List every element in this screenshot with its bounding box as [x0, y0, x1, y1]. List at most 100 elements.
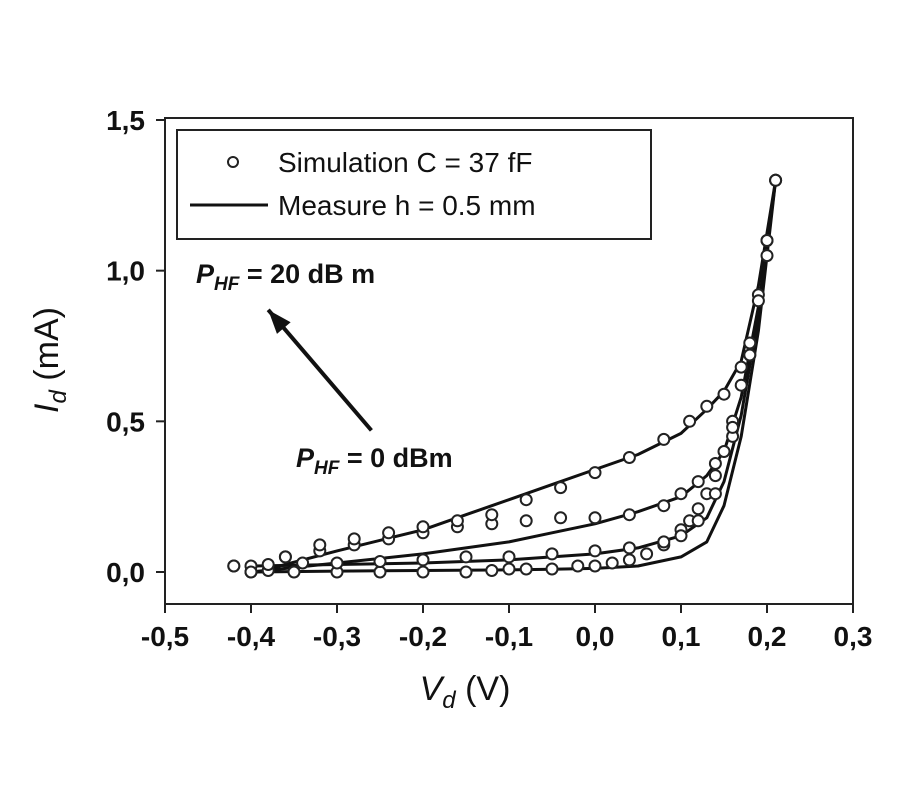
simulation-point: [330, 556, 344, 570]
simulation-point: [760, 234, 774, 247]
x-axis-title-sub: d: [442, 687, 456, 714]
simulation-point: [296, 556, 310, 570]
x-axis-title-unit: (V): [465, 670, 510, 708]
annotation-p-low-sub: HF: [314, 458, 341, 479]
simulation-point: [674, 529, 688, 543]
x-tick-label: -0,4: [227, 621, 276, 652]
simulation-point: [459, 550, 473, 564]
legend-entry-measure: Measure h = 0.5 mm: [278, 190, 536, 221]
annotation-p-low: PHF = 0 dBm: [296, 443, 453, 479]
simulation-point: [588, 544, 602, 558]
simulation-point: [751, 294, 765, 308]
simulation-point: [734, 360, 748, 374]
simulation-point: [674, 487, 688, 501]
simulation-point: [278, 550, 292, 564]
annotation-p-high-rest: = 20 dB m: [239, 259, 375, 289]
annotation-p-high-main: P: [196, 259, 215, 289]
y-tick-label: 0,0: [106, 557, 145, 588]
simulation-point: [708, 457, 722, 470]
simulation-point: [622, 508, 636, 522]
y-axis-title-main: I: [28, 403, 66, 413]
power-arrow-shaft: [266, 308, 373, 432]
simulation-point: [743, 336, 757, 350]
simulation-point: [640, 547, 654, 561]
simulation-point: [519, 493, 533, 507]
y-axis-title: Id (mA): [28, 307, 72, 413]
y-tick-label: 1,5: [106, 105, 145, 136]
simulation-point: [519, 562, 533, 576]
simulation-point: [760, 249, 774, 263]
legend-entry-simulation: Simulation C = 37 fF: [278, 147, 532, 178]
simulation-point: [588, 511, 602, 525]
simulation-point: [244, 565, 258, 579]
simulation-point: [691, 514, 705, 528]
simulation-point: [227, 559, 241, 573]
simulation-point: [485, 508, 499, 522]
annotation-p-high-sub: HF: [214, 274, 241, 295]
simulation-point: [588, 559, 602, 573]
x-tick-label: -0,2: [399, 621, 447, 652]
x-axis-title-space: [456, 670, 465, 708]
x-tick-label: 0,3: [834, 621, 873, 652]
simulation-point: [743, 348, 757, 362]
simulation-point: [657, 432, 671, 446]
simulation-point: [691, 502, 705, 516]
simulation-point: [605, 556, 619, 570]
simulation-point: [657, 499, 671, 513]
simulation-point: [545, 562, 559, 576]
simulation-point: [622, 451, 636, 464]
annotation-p-high: PHF = 20 dB m: [196, 259, 375, 295]
legend: Simulation C = 37 fF Measure h = 0.5 mm: [176, 129, 652, 240]
y-axis-title-unit: (mA): [28, 307, 66, 381]
y-axis-title-space: [28, 381, 66, 390]
x-axis-title: Vd (V): [420, 670, 511, 714]
y-axis-title-sub: d: [45, 390, 72, 404]
simulation-point: [502, 550, 516, 564]
simulation-point: [416, 565, 430, 579]
simulation-point: [485, 564, 499, 577]
legend-box: [176, 129, 652, 240]
simulation-point: [588, 466, 602, 480]
power-arrow-head: [268, 309, 291, 334]
x-axis-title-main: V: [420, 670, 446, 708]
x-tick-label: 0,0: [576, 621, 615, 652]
x-tick-label: 0,1: [662, 621, 701, 652]
simulation-point: [554, 511, 568, 525]
simulation-point: [622, 553, 636, 567]
simulation-point: [416, 520, 430, 534]
simulation-point: [347, 532, 361, 546]
annotation-p-low-main: P: [296, 443, 315, 473]
simulation-point: [519, 514, 533, 528]
simulation-point: [373, 565, 387, 579]
simulation-point: [700, 399, 714, 413]
simulation-point: [502, 562, 516, 576]
markers-layer: [227, 173, 783, 579]
simulation-point: [416, 553, 430, 567]
simulation-point: [382, 526, 396, 540]
simulation-point: [734, 378, 748, 392]
simulation-point: [545, 547, 559, 561]
x-tick-label: 0,2: [748, 621, 787, 652]
x-tick-label: -0,3: [313, 621, 361, 652]
simulation-point: [708, 469, 722, 483]
simulation-point: [683, 414, 697, 428]
simulation-point: [657, 535, 671, 549]
simulation-point: [313, 538, 327, 552]
simulation-point: [717, 445, 731, 458]
simulation-point: [287, 565, 301, 579]
y-tick-label: 1,0: [106, 256, 145, 287]
simulation-point: [769, 173, 783, 187]
simulation-point: [708, 487, 722, 501]
simulation-point: [373, 555, 387, 568]
simulation-point: [571, 559, 585, 573]
simulation-point: [261, 558, 275, 571]
arrow-layer: [266, 308, 373, 432]
simulation-point: [691, 475, 705, 489]
y-tick-label: 0,5: [106, 406, 145, 437]
ticks-layer: -0,5 -0,4 -0,3 -0,2 -0,1 0,0 0,1 0,2 0,3 0,0 0,5 1,…: [106, 105, 872, 652]
legend-circle-marker: [227, 156, 239, 168]
simulation-point: [622, 541, 636, 555]
simulation-point: [726, 420, 740, 434]
simulation-point: [717, 387, 731, 401]
